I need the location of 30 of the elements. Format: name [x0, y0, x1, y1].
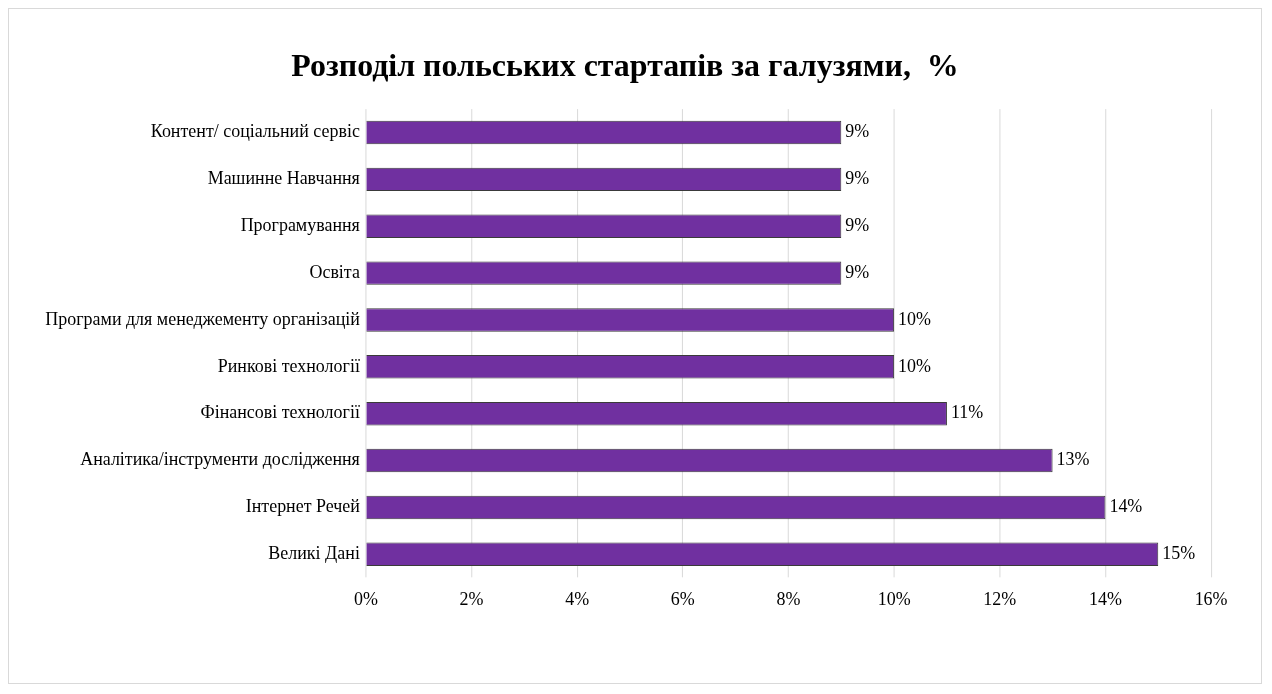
- x-tick-label: 8%: [776, 589, 801, 610]
- y-tick-label: Ринкові технології: [217, 355, 360, 376]
- y-tick-label: Контент/ соціальний сервіс: [150, 121, 360, 142]
- x-tick-label: 6%: [670, 589, 695, 610]
- data-label: 9%: [845, 168, 870, 189]
- x-tick-label: 10%: [877, 589, 911, 610]
- x-tick-label: 14%: [1088, 589, 1122, 610]
- y-tick-label: Великі Дані: [268, 543, 360, 563]
- y-tick-label: Фінансові технології: [200, 402, 360, 423]
- data-label: 9%: [845, 214, 870, 235]
- data-label: 13%: [1056, 449, 1090, 470]
- chart-title: Розподіл польських стартапів за галузями, %: [291, 48, 959, 84]
- data-label: 9%: [845, 261, 870, 282]
- x-tick-label: 0%: [353, 589, 378, 610]
- x-tick-label: 2%: [459, 589, 484, 610]
- y-tick-label: Аналітика/інструменти дослідження: [80, 449, 360, 470]
- y-tick-label: Інтернет Речей: [245, 496, 361, 517]
- y-tick-label: Програмування: [240, 214, 360, 235]
- x-tick-label: 4%: [565, 589, 590, 610]
- data-label: 9%: [845, 121, 870, 142]
- data-label: 15%: [1162, 543, 1196, 563]
- x-tick-label: 16%: [1194, 589, 1228, 610]
- data-label: 10%: [898, 355, 932, 376]
- y-tick-label: Машинне Навчання: [207, 168, 360, 189]
- y-tick-label: Програми для менеджементу організацій: [45, 308, 361, 329]
- x-tick-label: 12%: [983, 589, 1017, 610]
- data-label: 11%: [950, 402, 984, 423]
- y-tick-label: Освіта: [309, 261, 360, 282]
- data-label: 14%: [1109, 496, 1143, 517]
- data-label: 10%: [898, 308, 932, 329]
